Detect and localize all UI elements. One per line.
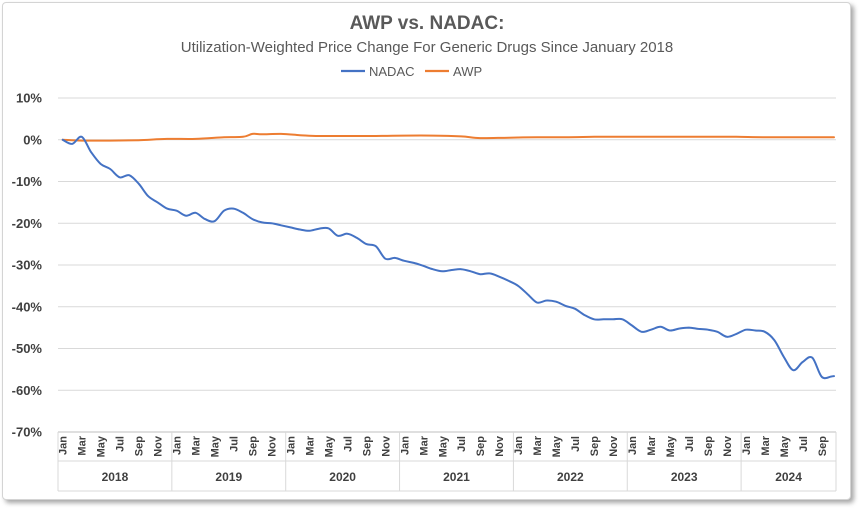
y-axis: 10% 0% -10% -20% -30% -40% -50% -60% -70% [12,91,43,440]
x-axis: Jan Mar May Jul Sep Nov Jan Mar May Jul Sep Nov Jan M… [57,431,837,492]
year-label: 2021 [443,470,470,484]
year-label: 2022 [557,470,584,484]
x-tick-label: Nov [722,435,734,457]
x-tick-label: Jul [798,436,810,452]
y-tick-label: -30% [12,258,43,273]
y-tick-label: -70% [12,425,43,440]
x-tick-label: May [323,435,335,457]
x-tick-label: Jul [229,436,241,452]
x-tick-label: Jan [399,436,411,455]
legend-label-nadac: NADAC [369,64,415,79]
x-tick-label: Sep [248,436,260,456]
x-tick-label: Sep [361,436,373,456]
year-label: 2018 [102,470,129,484]
y-tick-label: 0% [23,132,42,147]
x-tick-label: Jan [172,436,184,455]
x-tick-label: Jan [741,436,753,455]
y-tick-label: -60% [12,383,43,398]
series-line-nadac [61,135,835,380]
year-label: 2020 [329,470,356,484]
x-tick-label: Jul [570,436,582,452]
x-tick-label: Mar [760,435,772,455]
gridlines [58,97,836,433]
chart-frame: AWP vs. NADAC: Utilization-Weighted Pric… [2,2,851,500]
x-tick-label: Nov [608,435,620,457]
x-tick-label: Nov [153,435,165,457]
x-tick-label: May [96,435,108,457]
series-lines [61,132,835,380]
legend-label-awp: AWP [453,64,482,79]
legend: NADAC AWP [341,64,482,79]
y-tick-label: -20% [12,216,43,231]
year-label: 2023 [671,470,698,484]
year-label: 2019 [215,470,242,484]
x-tick-label: May [210,435,222,457]
x-tick-label: May [551,435,563,457]
x-tick-label: May [665,435,677,457]
chart-svg: AWP vs. NADAC: Utilization-Weighted Pric… [12,13,837,492]
x-tick-label: Mar [646,435,658,455]
x-tick-label: Jul [342,436,354,452]
year-label: 2024 [775,470,802,484]
x-tick-label: Jan [513,436,525,455]
y-tick-label: -40% [12,299,43,314]
x-tick-label: Jan [627,436,639,455]
series-line-awp [61,132,835,142]
y-tick-label: -10% [12,174,43,189]
x-tick-label: May [779,435,791,457]
x-tick-label: Mar [418,435,430,455]
x-tick-label: May [437,435,449,457]
x-tick-label: Mar [304,435,316,455]
x-tick-label: Jul [115,436,127,452]
x-tick-label: Nov [494,435,506,457]
x-tick-label: Mar [77,435,89,455]
x-tick-label: Sep [703,436,715,456]
chart-title: AWP vs. NADAC: [350,13,505,34]
x-tick-label: Jan [58,436,70,455]
x-tick-label: Jul [456,436,468,452]
y-tick-label: 10% [16,91,42,106]
x-tick-label: Sep [589,436,601,456]
x-tick-label: Jul [684,436,696,452]
chart-subtitle: Utilization-Weighted Price Change For Ge… [181,39,673,56]
x-tick-label: Mar [532,435,544,455]
x-tick-label: Nov [266,435,278,457]
y-tick-label: -50% [12,341,43,356]
x-tick-label: Sep [475,436,487,456]
x-tick-label: Jan [285,436,297,455]
x-tick-label: Sep [817,436,829,456]
x-tick-label: Mar [191,435,203,455]
x-tick-label: Nov [380,435,392,457]
x-tick-label: Sep [134,436,146,456]
